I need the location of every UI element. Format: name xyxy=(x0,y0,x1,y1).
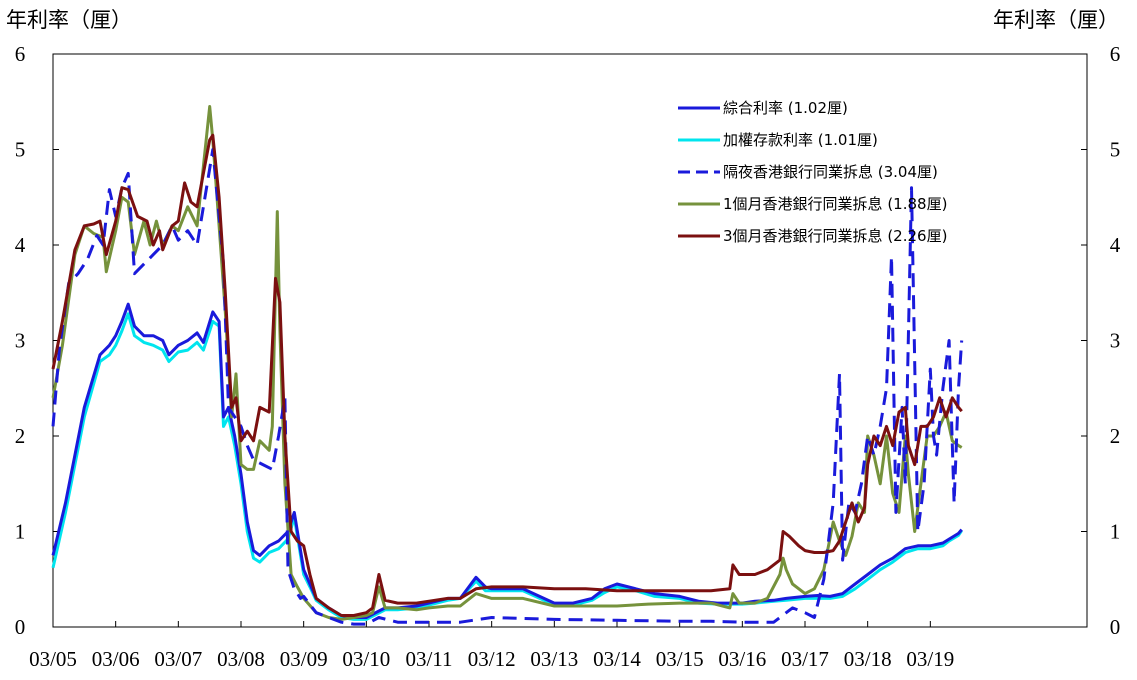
x-tick-label: 03/05 xyxy=(29,647,77,671)
x-tick-label: 03/10 xyxy=(342,647,390,671)
y-tick-label-left: 6 xyxy=(15,42,26,66)
y-tick-label-right: 1 xyxy=(1110,520,1121,544)
x-tick-label: 03/12 xyxy=(468,647,516,671)
legend-label: 綜合利率 (1.02厘) xyxy=(723,99,848,117)
x-tick-label: 03/09 xyxy=(280,647,328,671)
y-tick-label-right: 0 xyxy=(1110,615,1121,639)
y-tick-label-right: 2 xyxy=(1110,424,1121,448)
axis-ticks: 0 0 1 1 2 2 3 3 4 4 5 5 6 6 03/05 03/06 03/07 03/08 03/09 0… xyxy=(15,42,1121,671)
y-tick-label-right: 6 xyxy=(1110,42,1121,66)
series-line-4 xyxy=(51,105,963,621)
series-lines xyxy=(51,105,964,626)
y-tick-label-left: 2 xyxy=(15,424,26,448)
x-tick-label: 03/14 xyxy=(593,647,641,671)
x-tick-label: 03/17 xyxy=(781,647,829,671)
series-line-5 xyxy=(51,133,963,617)
x-tick-label: 03/06 xyxy=(92,647,140,671)
y-tick-label-left: 3 xyxy=(15,329,26,353)
y-tick-label-right: 3 xyxy=(1110,329,1121,353)
series-line-1 xyxy=(51,302,963,619)
x-tick-label: 03/11 xyxy=(405,647,452,671)
x-tick-label: 03/18 xyxy=(844,647,892,671)
x-tick-label: 03/13 xyxy=(530,647,578,671)
x-tick-label: 03/16 xyxy=(718,647,766,671)
series-line-3 xyxy=(51,148,964,626)
y-tick-label-right: 5 xyxy=(1110,138,1121,162)
legend-label: 加權存款利率 (1.01厘) xyxy=(723,131,878,149)
y-axis-label-right: 年利率（厘） xyxy=(993,8,1119,32)
x-tick-label: 03/19 xyxy=(906,647,954,671)
y-tick-label-left: 1 xyxy=(15,520,26,544)
y-tick-label-left: 5 xyxy=(15,138,26,162)
y-tick-label-right: 4 xyxy=(1110,233,1121,257)
y-tick-label-left: 0 xyxy=(15,615,26,639)
legend-label: 3個月香港銀行同業拆息 (2.26厘) xyxy=(723,227,947,245)
series-line-2 xyxy=(51,312,963,621)
y-axis-label-left: 年利率（厘） xyxy=(6,8,132,32)
x-tick-label: 03/15 xyxy=(656,647,704,671)
legend: 綜合利率 (1.02厘) 加權存款利率 (1.01厘) 隔夜香港銀行同業拆息 (3.… xyxy=(678,99,947,245)
x-tick-label: 03/08 xyxy=(217,647,265,671)
legend-label: 1個月香港銀行同業拆息 (1.88厘) xyxy=(723,195,947,213)
y-tick-label-left: 4 xyxy=(15,233,26,257)
legend-label: 隔夜香港銀行同業拆息 (3.04厘) xyxy=(723,163,938,181)
x-tick-label: 03/07 xyxy=(154,647,202,671)
